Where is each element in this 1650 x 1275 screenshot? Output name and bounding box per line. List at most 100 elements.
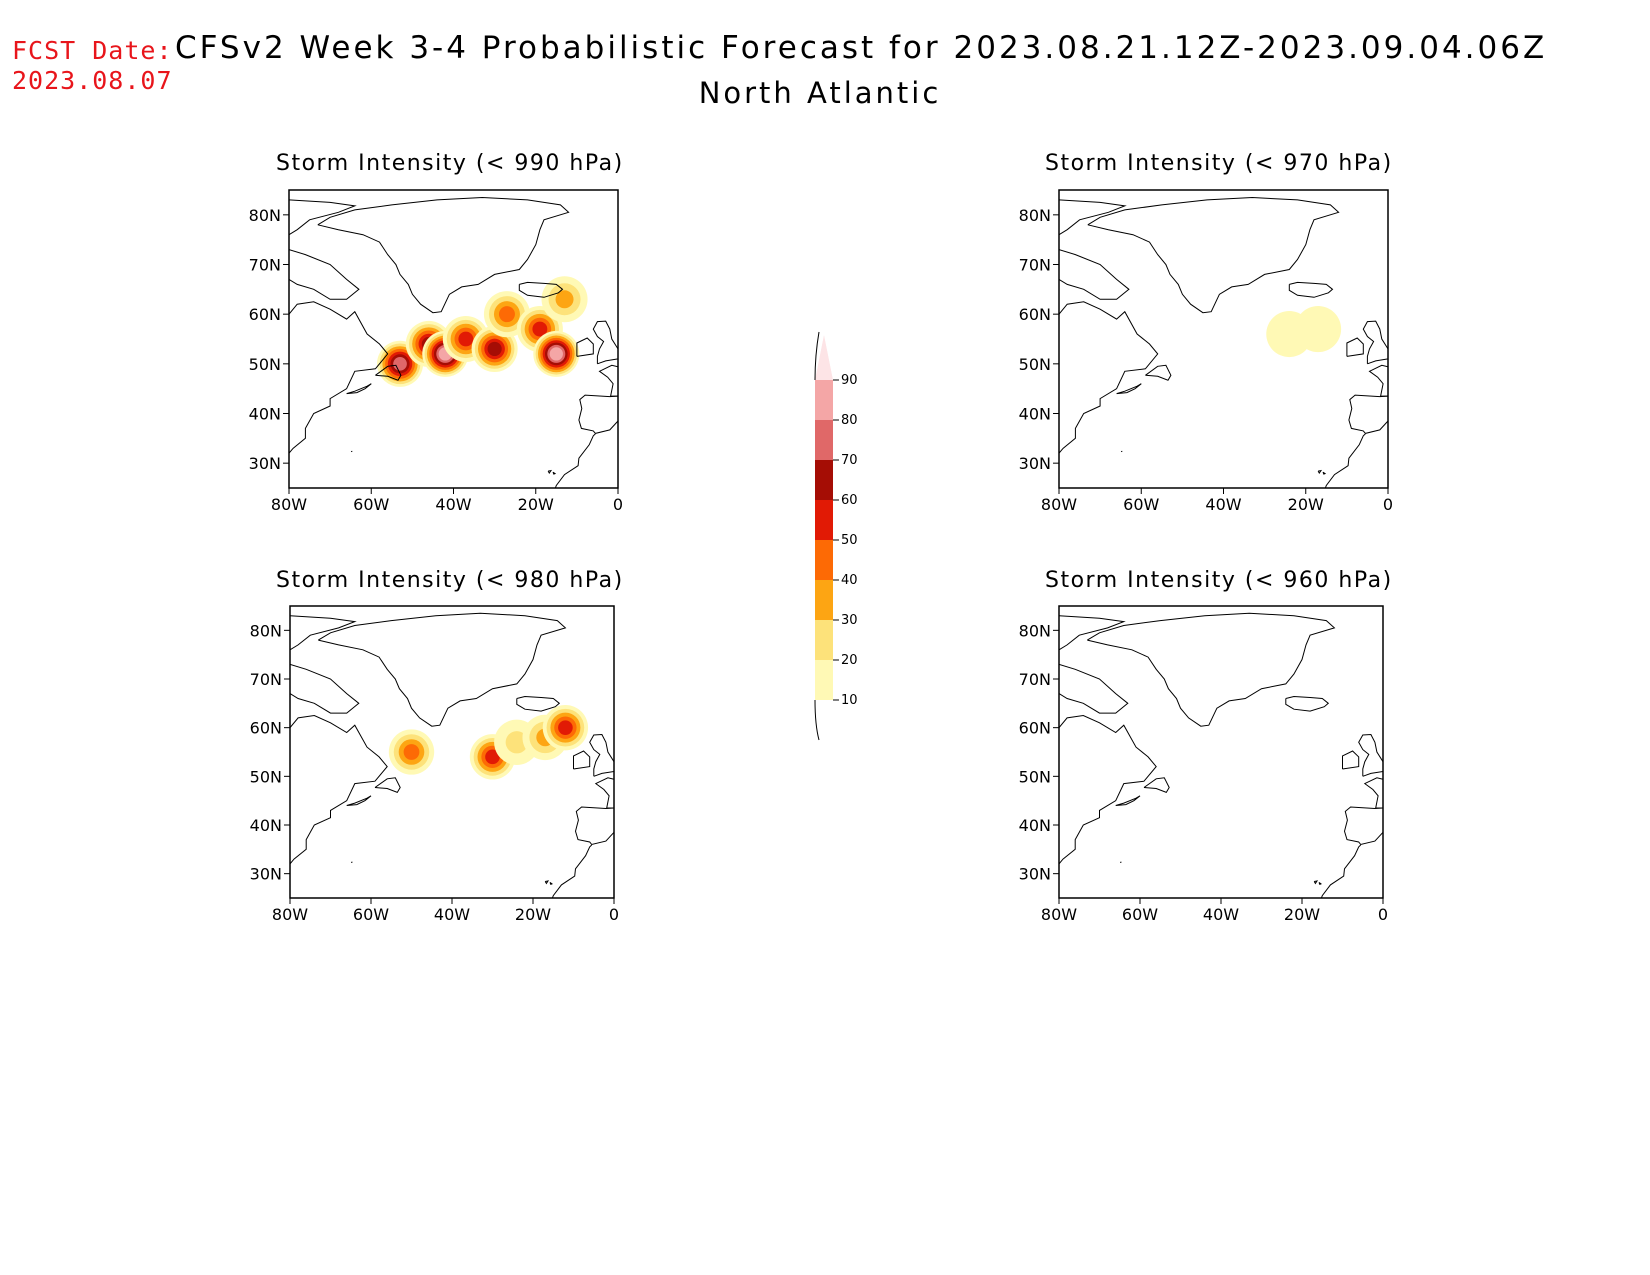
lon-tick-label: 40W — [434, 905, 470, 924]
panel-title-960: Storm Intensity (< 960 hPa) — [1045, 568, 1393, 593]
coastline-nova — [1115, 795, 1141, 806]
lon-tick-label: 0 — [609, 905, 619, 924]
coastline-britain — [589, 733, 614, 777]
prob-blob-5 — [498, 306, 515, 323]
prob-blob-7 — [549, 347, 563, 361]
lat-tick-label: 50N — [1019, 355, 1051, 374]
map-panel-970: 80N 70N 60N 50N 40N 30N 80W 60W 40W 20W 0 — [1019, 189, 1393, 514]
colorbar-label: 60 — [841, 493, 858, 508]
prob-blob-0 — [393, 357, 407, 371]
coastline-iberia — [578, 394, 618, 434]
lat-tick-label: 30N — [1019, 865, 1051, 884]
coastline-iberia — [1343, 806, 1383, 846]
lon-tick-label: 60W — [1122, 905, 1158, 924]
coastline-canary2 — [547, 469, 553, 475]
coastline-iceland — [1285, 695, 1330, 712]
prob-blob-1 — [485, 749, 500, 765]
colorbar-label: 30 — [841, 613, 858, 628]
coastline-newfoundland — [375, 364, 402, 381]
lat-tick-label: 40N — [1019, 816, 1051, 835]
colorbar-top-extension — [815, 335, 833, 380]
lat-tick-label: 80N — [1019, 206, 1051, 225]
coastline-nova — [346, 383, 372, 395]
coastline-baffin — [289, 249, 360, 300]
coastline-ellesmere — [1059, 199, 1127, 236]
colorbar-segment — [815, 620, 833, 660]
lon-tick-label: 80W — [1041, 495, 1077, 514]
coastline-bermuda — [350, 450, 353, 453]
prob-blob-4 — [487, 341, 502, 357]
coastline-france — [598, 364, 618, 397]
coastline-bermuda — [1120, 450, 1123, 453]
coastline-greenland — [317, 196, 570, 314]
map-panel-960: 80N 70N 60N 50N 40N 30N 80W 60W 40W 20W 0 — [1019, 605, 1388, 924]
lon-tick-label: 0 — [1383, 495, 1393, 514]
colorbar-segment — [815, 460, 833, 500]
prob-blob-6 — [532, 321, 548, 337]
lat-tick-label: 40N — [250, 816, 282, 835]
lat-tick-label: 70N — [1019, 670, 1051, 689]
lon-tick-label: 20W — [518, 495, 554, 514]
coastline-iberia — [574, 806, 614, 846]
lat-tick-label: 30N — [250, 865, 282, 884]
forecast-date-block: FCST Date: 2023.08.07 — [12, 36, 173, 96]
lon-tick-label: 40W — [1205, 495, 1241, 514]
coastline-nova — [1116, 383, 1142, 395]
colorbar-label: 50 — [841, 533, 858, 548]
coastline-canada — [1059, 714, 1157, 865]
map-background — [290, 606, 614, 898]
coastline-greenland — [318, 612, 567, 727]
coastline-canada — [289, 301, 389, 454]
panel-title-980: Storm Intensity (< 980 hPa) — [276, 568, 624, 593]
colorbar-label: 10 — [841, 693, 858, 708]
coastline-ellesmere — [1059, 615, 1126, 651]
lat-tick-label: 30N — [1019, 454, 1051, 473]
coastline-newfoundland — [374, 777, 401, 794]
lat-tick-label: 80N — [1019, 621, 1051, 640]
coastline-iceland — [1288, 281, 1334, 298]
lat-tick-label: 80N — [249, 206, 281, 225]
lat-tick-label: 40N — [1019, 405, 1051, 424]
colorbar-segment — [815, 380, 833, 420]
colorbar-label: 70 — [841, 453, 858, 468]
forecast-date-value: 2023.08.07 — [12, 66, 173, 95]
map-panel-980: 80N 70N 60N 50N 40N 30N 80W 60W 40W 20W 0 — [250, 605, 619, 924]
lon-tick-label: 20W — [1288, 495, 1324, 514]
prob-blob-2 — [505, 731, 528, 754]
lat-tick-label: 60N — [249, 305, 281, 324]
map-plot-area — [289, 196, 618, 488]
coastline-france — [1363, 777, 1383, 809]
coastline-africa — [554, 433, 596, 488]
colorbar-segment — [815, 540, 833, 580]
coastline-britain — [592, 320, 618, 365]
lat-tick-label: 50N — [249, 355, 281, 374]
lat-tick-label: 80N — [250, 621, 282, 640]
coastline-africa — [551, 844, 593, 898]
lon-tick-label: 20W — [515, 905, 551, 924]
lat-tick-label: 60N — [1019, 719, 1051, 738]
lat-tick-label: 50N — [250, 767, 282, 786]
panel-title-970: Storm Intensity (< 970 hPa) — [1045, 151, 1393, 176]
coastline-france — [594, 777, 614, 809]
coastline-ellesmere — [290, 615, 357, 651]
coastline-britain — [1358, 733, 1383, 777]
prob-blob-4 — [558, 720, 573, 735]
coastline-africa — [1324, 433, 1366, 488]
coastline-iberia — [1348, 394, 1388, 434]
map-plot-area — [1059, 612, 1383, 898]
coastline-africa — [1320, 844, 1362, 898]
colorbar-segment — [815, 580, 833, 620]
coastline-bermuda — [351, 861, 353, 863]
coastline-ellesmere — [289, 199, 357, 236]
map-background — [1059, 606, 1383, 898]
lat-tick-label: 40N — [249, 405, 281, 424]
colorbar-label: 90 — [841, 373, 858, 388]
colorbar-segment — [815, 660, 833, 700]
lon-tick-label: 20W — [1284, 905, 1320, 924]
coastline-france — [1368, 364, 1388, 397]
colorbar-legend: 10 20 30 40 50 60 70 80 90 — [814, 331, 858, 741]
coastline-newfoundland — [1145, 364, 1172, 381]
coastline-nova — [346, 795, 372, 806]
lat-tick-label: 70N — [1019, 256, 1051, 275]
coastline-ireland — [1346, 337, 1364, 357]
